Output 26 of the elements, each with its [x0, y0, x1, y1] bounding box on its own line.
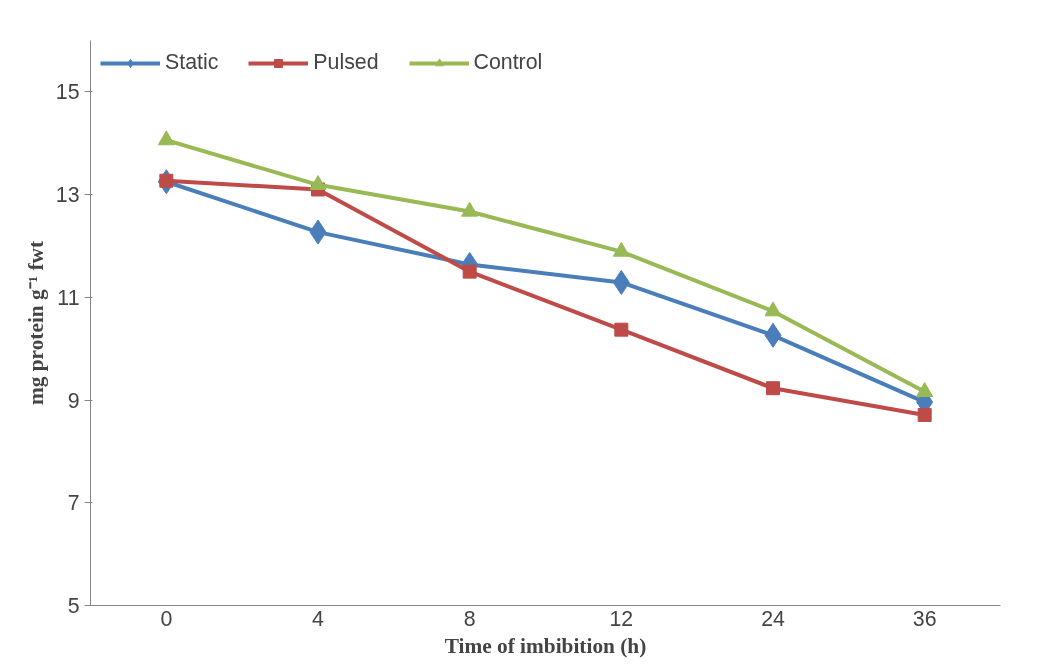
- x-tick-label: 8: [463, 606, 476, 631]
- x-tick-label: 0: [160, 606, 173, 631]
- legend-label: Pulsed: [313, 50, 379, 75]
- x-tick-label: 36: [912, 606, 937, 631]
- y-axis-title: mg protein g⁻¹ fwt: [23, 240, 48, 406]
- x-axis-title: Time of imbibition (h): [444, 633, 647, 658]
- point: [766, 381, 780, 396]
- y-tick-label: 15: [55, 80, 80, 105]
- point: [612, 241, 630, 257]
- point: [309, 175, 327, 190]
- y-tick-label: 7: [67, 491, 80, 516]
- y-tick-label: 11: [57, 285, 80, 310]
- point: [614, 322, 629, 337]
- x-tick-label: 24: [761, 606, 785, 631]
- legend-label: Control: [473, 50, 543, 75]
- point: [461, 201, 479, 217]
- x-tick-label: 4: [312, 606, 325, 631]
- x-tick-label: 12: [609, 606, 634, 631]
- point: [157, 130, 175, 146]
- point: [917, 407, 932, 422]
- y-tick-label: 9: [67, 388, 80, 413]
- y-tick-label: 13: [55, 183, 80, 208]
- point: [764, 301, 782, 317]
- legend-label: Static: [165, 50, 219, 75]
- point: [462, 264, 477, 279]
- y-tick-label: 5: [67, 594, 80, 618]
